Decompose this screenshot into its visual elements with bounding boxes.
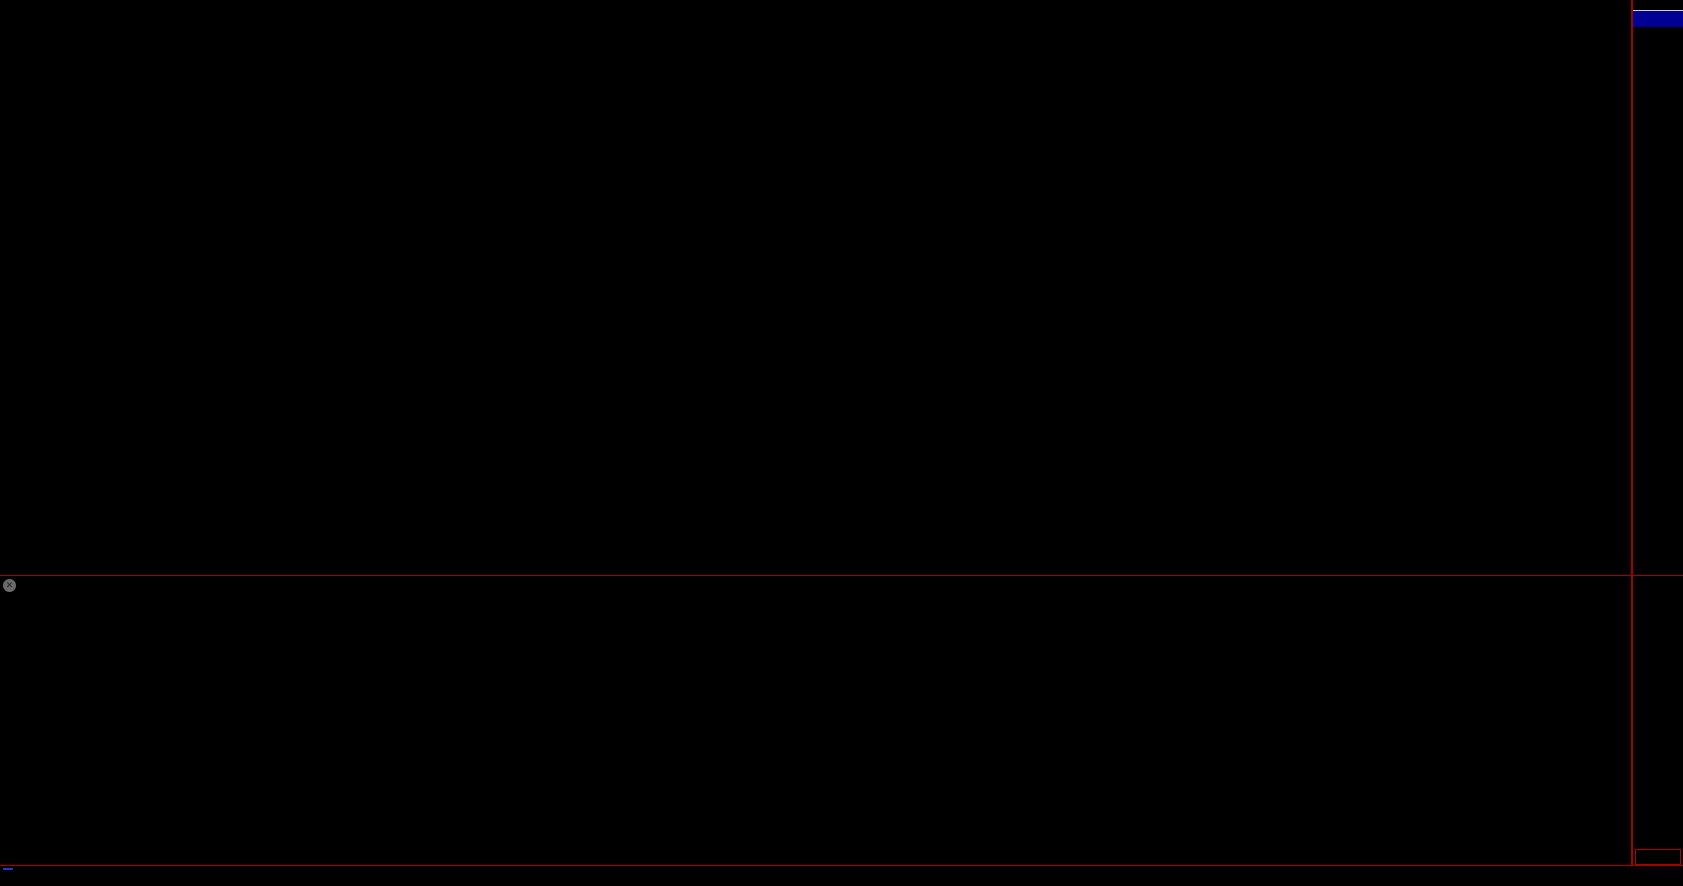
volume-pane-header[interactable]: ✕ <box>3 579 34 592</box>
pane-separator <box>0 575 1683 576</box>
indicator-icon[interactable]: ✕ <box>3 579 16 592</box>
status-bar <box>0 866 1683 886</box>
volume-scale-label <box>1635 849 1681 865</box>
current-date-cell[interactable] <box>3 868 13 870</box>
x-axis-line <box>0 865 1683 866</box>
last-value-badge <box>1633 10 1683 27</box>
y-axis-line <box>1631 0 1633 886</box>
